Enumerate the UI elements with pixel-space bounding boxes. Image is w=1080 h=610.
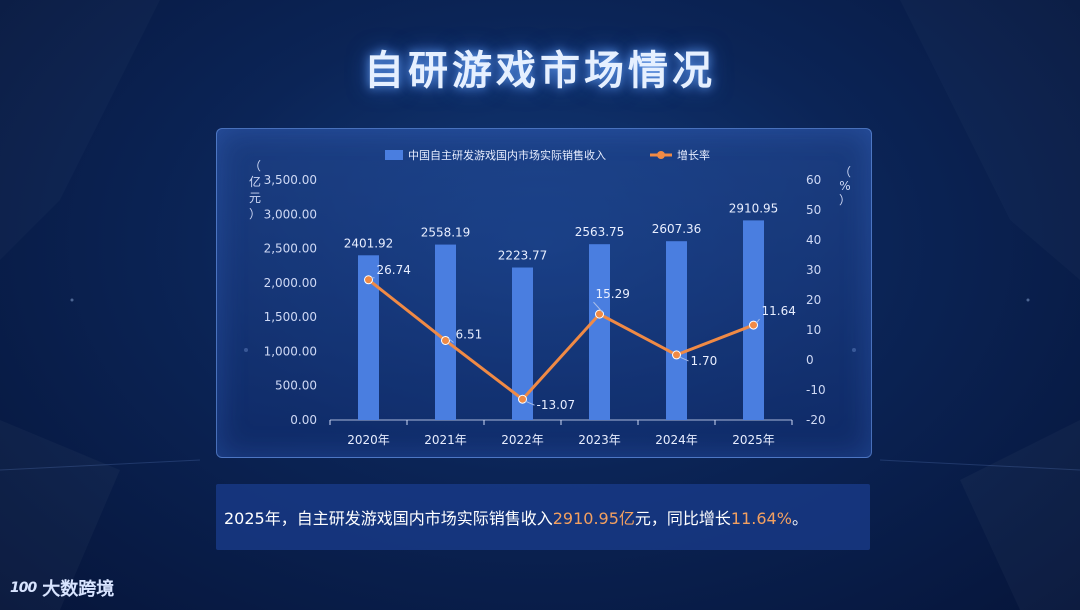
growth-rate-line: [367, 278, 755, 401]
summary-part2: 元，同比增长: [634, 509, 731, 528]
bar: [589, 244, 610, 420]
logo-text: 大数跨境: [42, 579, 115, 600]
bar: [358, 255, 379, 420]
growth-rate-label: 1.70: [691, 354, 718, 368]
bar-value-label: 2910.95: [729, 201, 779, 215]
y-left-tick-label: 2,500.00: [264, 242, 317, 256]
y-right-tick-label: 10: [806, 323, 821, 337]
x-tick-label: 2022年: [501, 433, 544, 447]
y-left-tick-label: 1,500.00: [264, 310, 317, 324]
growth-rate-point: [518, 394, 527, 404]
bar: [435, 244, 456, 420]
y-right-axis-title: （: [839, 165, 851, 179]
x-tick-label: 2024年: [655, 433, 698, 447]
y-right-tick-label: 30: [806, 263, 821, 277]
legend-bar-label: 中国自主研发游戏国内市场实际销售收入: [408, 148, 606, 162]
growth-rate-point: [364, 275, 373, 285]
y-right-tick-label: 20: [806, 293, 821, 307]
bar-value-label: 2607.36: [652, 222, 702, 236]
x-tick-label: 2021年: [424, 433, 467, 447]
y-left-tick-label: 2,000.00: [264, 276, 317, 290]
legend-line-label: 增长率: [677, 148, 710, 162]
growth-rate-leader: [756, 318, 760, 324]
growth-rate-label: 11.64: [762, 304, 796, 318]
y-left-axis-title: （: [249, 159, 261, 173]
y-left-axis-title: 亿: [249, 174, 261, 189]
summary-part1: 2025年，自主研发游戏国内市场实际销售收入: [224, 509, 553, 528]
y-right-tick-label: -20: [806, 413, 826, 427]
growth-rate-leader: [593, 301, 603, 313]
bar: [743, 220, 764, 420]
page-title: 自研游戏市场情况: [364, 48, 716, 94]
bar-value-label: 2558.19: [421, 226, 471, 240]
summary-value: 2910.95亿: [552, 509, 635, 528]
brand-logo: 100 大数跨境: [10, 575, 114, 601]
x-tick-label: 2020年: [347, 433, 390, 447]
growth-rate-point: [749, 320, 758, 330]
y-right-tick-label: 40: [806, 233, 821, 247]
x-tick-label: 2023年: [578, 433, 621, 447]
y-left-tick-label: 500.00: [275, 379, 317, 393]
y-right-tick-label: 0: [806, 353, 814, 367]
growth-rate-label: 6.51: [456, 327, 483, 341]
bar: [512, 267, 533, 420]
growth-rate-point: [441, 335, 450, 345]
summary-part3: 。: [791, 509, 808, 528]
summary-box: 2025年，自主研发游戏国内市场实际销售收入2910.95亿元，同比增长11.6…: [216, 484, 870, 550]
y-left-axis-title: 元: [249, 191, 261, 205]
growth-rate-leader: [448, 338, 454, 343]
growth-rate-label: -13.07: [537, 398, 576, 412]
summary-rate: 11.64%: [730, 509, 792, 528]
bar-value-label: 2223.77: [498, 249, 548, 263]
y-right-axis-title: %: [839, 179, 850, 193]
y-left-tick-label: 0.00: [290, 413, 317, 427]
logo-mark: 100: [10, 580, 37, 596]
bar-value-label: 2401.92: [344, 236, 394, 250]
y-right-axis-title: ）: [839, 193, 851, 207]
growth-rate-leader: [525, 400, 535, 406]
y-right-tick-label: 50: [806, 203, 821, 217]
legend-bar-swatch: [385, 150, 403, 160]
y-left-tick-label: 3,000.00: [264, 207, 317, 221]
y-left-axis-title: ）: [249, 207, 261, 221]
growth-rate-leader: [679, 356, 689, 362]
bar-value-label: 2563.75: [575, 225, 625, 239]
legend-line-marker: [657, 151, 665, 159]
x-tick-label: 2025年: [732, 433, 775, 447]
growth-rate-point: [672, 350, 681, 360]
y-right-tick-label: 60: [806, 173, 821, 187]
bar: [666, 241, 687, 420]
summary-text: 2025年，自主研发游戏国内市场实际销售收入2910.95亿元，同比增长11.6…: [216, 505, 808, 529]
y-right-tick-label: -10: [806, 383, 826, 397]
growth-rate-label: 15.29: [596, 287, 630, 301]
growth-rate-point: [595, 309, 604, 319]
y-left-tick-label: 3,500.00: [264, 173, 317, 187]
growth-rate-label: 26.74: [377, 263, 411, 277]
y-left-tick-label: 1,000.00: [264, 344, 317, 358]
